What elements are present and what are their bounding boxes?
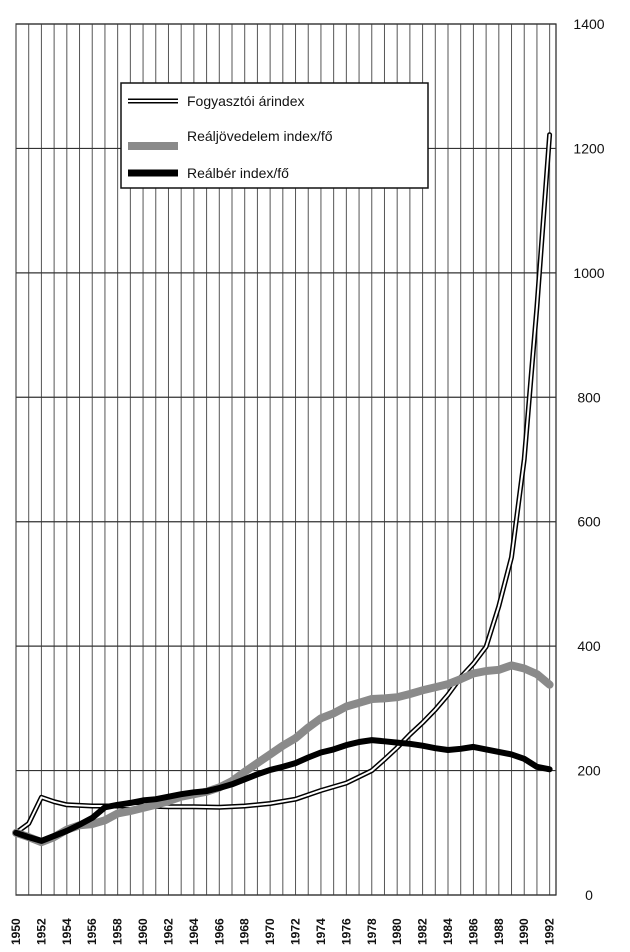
x-tick-label: 1978	[365, 918, 379, 945]
series-line	[13, 737, 553, 844]
x-tick-label: 1958	[111, 918, 125, 945]
y-tick-label: 0	[585, 887, 593, 903]
x-tick-label: 1986	[466, 918, 480, 945]
x-tick-label: 1976	[339, 918, 353, 945]
legend-label: Fogyasztói árindex	[187, 93, 305, 109]
series-2	[12, 661, 554, 847]
x-tick-label: 1992	[543, 918, 557, 945]
y-tick-label: 1400	[573, 16, 604, 32]
x-tick-label: 1964	[187, 918, 201, 945]
x-tick-label: 1988	[492, 918, 506, 945]
legend-label: Reáljövedelem index/fő	[187, 128, 333, 144]
y-tick-label: 200	[577, 763, 601, 779]
series-lines	[12, 132, 554, 847]
y-tick-label: 1000	[573, 265, 604, 281]
x-tick-label: 1990	[517, 918, 531, 945]
x-tick-label: 1956	[85, 918, 99, 945]
axes: 0 200 400 600 800 1000 1200 1400 1950 1952 1954 195…	[9, 16, 605, 945]
y-tick-label: 1200	[573, 140, 604, 156]
x-tick-label: 1974	[314, 918, 328, 945]
y-tick-label: 400	[577, 638, 601, 654]
series-line	[15, 133, 551, 834]
x-tick-label: 1952	[34, 918, 48, 945]
legend: Fogyasztói árindex Reáljövedelem index/fő…	[120, 82, 429, 189]
series-line	[12, 661, 554, 847]
x-tick-label: 1962	[161, 918, 175, 945]
legend-label: Reálbér index/fő	[187, 165, 289, 181]
x-tick-label: 1982	[416, 918, 430, 945]
x-tick-label: 1972	[289, 918, 303, 945]
series-1	[13, 132, 553, 836]
y-tick-label: 600	[577, 514, 601, 530]
x-tick-label: 1984	[441, 918, 455, 945]
y-tick-label: 800	[577, 389, 601, 405]
x-tick-label: 1968	[238, 918, 252, 945]
x-tick-label: 1966	[212, 918, 226, 945]
series-3	[13, 737, 553, 844]
x-tick-label: 1954	[60, 918, 74, 945]
x-tick-label: 1960	[136, 918, 150, 945]
x-tick-label: 1980	[390, 918, 404, 945]
x-tick-label: 1950	[9, 918, 23, 945]
x-tick-label: 1970	[263, 918, 277, 945]
